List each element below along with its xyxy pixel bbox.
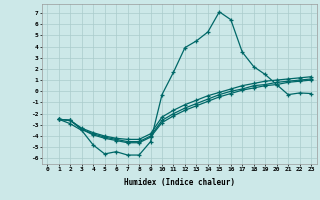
X-axis label: Humidex (Indice chaleur): Humidex (Indice chaleur) — [124, 178, 235, 187]
